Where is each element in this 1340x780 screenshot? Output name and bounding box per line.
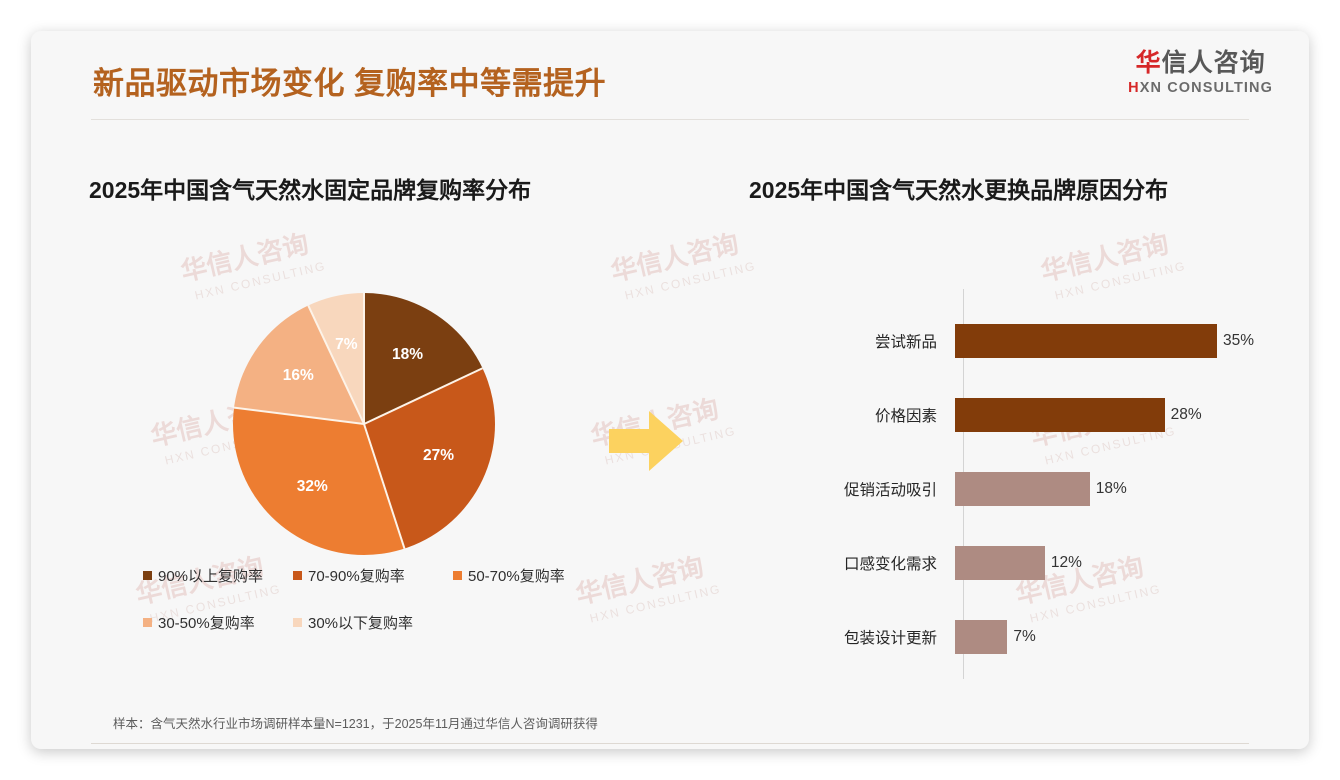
pie-legend: 90%以上复购率 70-90%复购率 50-70%复购率 30-50%复购率 30%以下… (143, 565, 613, 659)
pie-legend-item[interactable]: 90%以上复购率 (143, 565, 293, 586)
brand-logo: 华信人咨询 HXN CONSULTING (1128, 51, 1273, 96)
logo-en-rest: XN CONSULTING (1139, 80, 1273, 96)
bar-value-label: 7% (1013, 628, 1036, 645)
pie-chart: 18% 27% 32% 16% 7% (233, 293, 495, 555)
bar-row: 价格因素 28% (749, 393, 1279, 437)
pie-slice-divider (363, 293, 365, 424)
right-chart-title: 2025年中国含气天然水更换品牌原因分布 (749, 177, 1169, 203)
legend-label: 70-90%复购率 (308, 568, 405, 585)
bar-category-label: 尝试新品 (874, 334, 937, 351)
bar-row: 包装设计更新 7% (749, 615, 1279, 659)
bar-chart: 尝试新品 35% 价格因素 28% 促销活动吸引 18% 口感变化需求 12% 包装设计更新 7% (749, 289, 1279, 679)
bar-value-label: 35% (1223, 332, 1255, 349)
logo-english: HXN CONSULTING (1128, 81, 1273, 96)
pie-slice-value: 27% (423, 447, 455, 465)
pie-legend-row: 30-50%复购率 30%以下复购率 (143, 612, 613, 633)
legend-label: 30-50%复购率 (158, 615, 255, 632)
pie-legend-item[interactable]: 70-90%复购率 (293, 565, 453, 586)
source-note: 样本：含气天然水行业市场调研样本量N=1231，于2025年11月通过华信人咨询… (113, 717, 598, 731)
bar-category-label: 促销活动吸引 (843, 482, 937, 499)
logo-chinese: 华信人咨询 (1128, 51, 1273, 76)
left-chart-title: 2025年中国含气天然水固定品牌复购率分布 (89, 177, 532, 203)
bar-value-label: 28% (1170, 406, 1202, 423)
bar-track: 18% (955, 467, 1279, 511)
bar-row: 促销活动吸引 18% (749, 467, 1279, 511)
bar-fill[interactable] (955, 324, 1217, 358)
pie-slice-value: 16% (282, 367, 314, 385)
logo-chars-rest: 信人咨询 (1161, 49, 1266, 77)
pie-legend-item[interactable]: 30-50%复购率 (143, 612, 293, 633)
bar-fill[interactable] (955, 398, 1165, 432)
page-title: 新品驱动市场变化 复购率中等需提升 (93, 66, 607, 101)
legend-label: 30%以下复购率 (308, 615, 414, 632)
legend-label: 90%以上复购率 (158, 568, 264, 585)
bar-category-label: 价格因素 (874, 408, 937, 425)
slide-header: 新品驱动市场变化 复购率中等需提升 华信人咨询 HXN CONSULTING (31, 31, 1309, 121)
pie-legend-item[interactable]: 50-70%复购率 (453, 565, 613, 586)
bar-fill[interactable] (955, 472, 1090, 506)
bar-fill[interactable] (955, 620, 1008, 654)
legend-label: 50-70%复购率 (468, 568, 565, 585)
bar-value-label: 12% (1050, 554, 1082, 571)
legend-color-swatch (143, 618, 152, 627)
slide-card: 新品驱动市场变化 复购率中等需提升 华信人咨询 HXN CONSULTING 华… (31, 31, 1309, 749)
bar-track: 35% (955, 319, 1279, 363)
pie-slice-value: 18% (392, 346, 424, 364)
pie-legend-item[interactable]: 30%以下复购率 (293, 612, 468, 633)
logo-en-h: H (1128, 80, 1140, 96)
bar-track: 28% (955, 393, 1279, 437)
bar-fill[interactable] (955, 546, 1045, 580)
pie-legend-row: 90%以上复购率 70-90%复购率 50-70%复购率 (143, 565, 613, 586)
bar-category-label: 口感变化需求 (843, 556, 937, 573)
logo-char-hua: 华 (1135, 49, 1162, 77)
right-arrow-icon (609, 409, 683, 473)
bar-row: 口感变化需求 12% (749, 541, 1279, 585)
footer-divider (91, 743, 1249, 744)
legend-color-swatch (143, 571, 152, 580)
header-divider (91, 119, 1249, 120)
pie-slice-value: 32% (296, 477, 328, 495)
bar-track: 12% (955, 541, 1279, 585)
bar-row: 尝试新品 35% (749, 319, 1279, 363)
legend-color-swatch (293, 571, 302, 580)
bar-value-label: 18% (1095, 480, 1127, 497)
legend-color-swatch (453, 571, 462, 580)
bar-category-label: 包装设计更新 (843, 630, 937, 647)
legend-color-swatch (293, 618, 302, 627)
bar-track: 7% (955, 615, 1279, 659)
pie-slice-value: 7% (335, 335, 358, 353)
